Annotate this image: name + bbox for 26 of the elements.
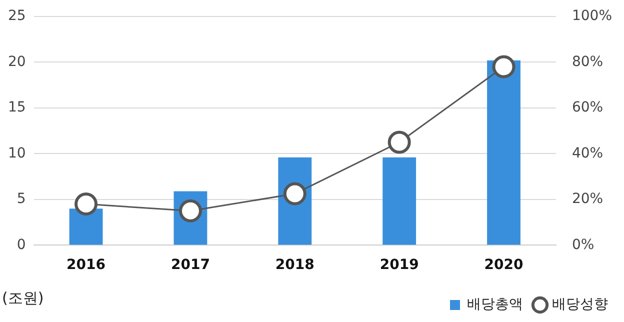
y-tick-label: 20 — [8, 54, 26, 70]
y-tick-label: 15 — [8, 100, 26, 116]
x-tick-label: 2019 — [380, 257, 419, 274]
point — [388, 130, 411, 154]
y2-tick-label: 20% — [572, 191, 604, 208]
y2-tick-label: 100% — [572, 8, 612, 24]
legend-label: 배당총액 — [467, 296, 523, 313]
y-tick-label: 25 — [8, 8, 26, 24]
bar — [382, 157, 416, 245]
y-axis-title: (조원) — [2, 289, 44, 308]
x-tick-label: 2017 — [170, 257, 210, 274]
point — [74, 192, 98, 216]
x-tick-label: 2016 — [66, 257, 106, 274]
x-tick-label: 2018 — [275, 257, 314, 274]
legend-label: 배당성향 — [552, 296, 608, 313]
y2-tick-label: 0% — [572, 236, 594, 253]
y-tick-label: 5 — [16, 191, 26, 208]
y2-tick-label: 60% — [572, 100, 604, 116]
y-tick-label: 0 — [16, 236, 26, 253]
bar — [487, 60, 520, 245]
x-tick-label: 2020 — [484, 257, 524, 274]
y2-tick-label: 40% — [572, 145, 604, 162]
y-tick-label: 10 — [8, 145, 26, 162]
point — [492, 55, 516, 78]
y2-tick-label: 80% — [572, 54, 604, 70]
bar — [69, 208, 103, 245]
